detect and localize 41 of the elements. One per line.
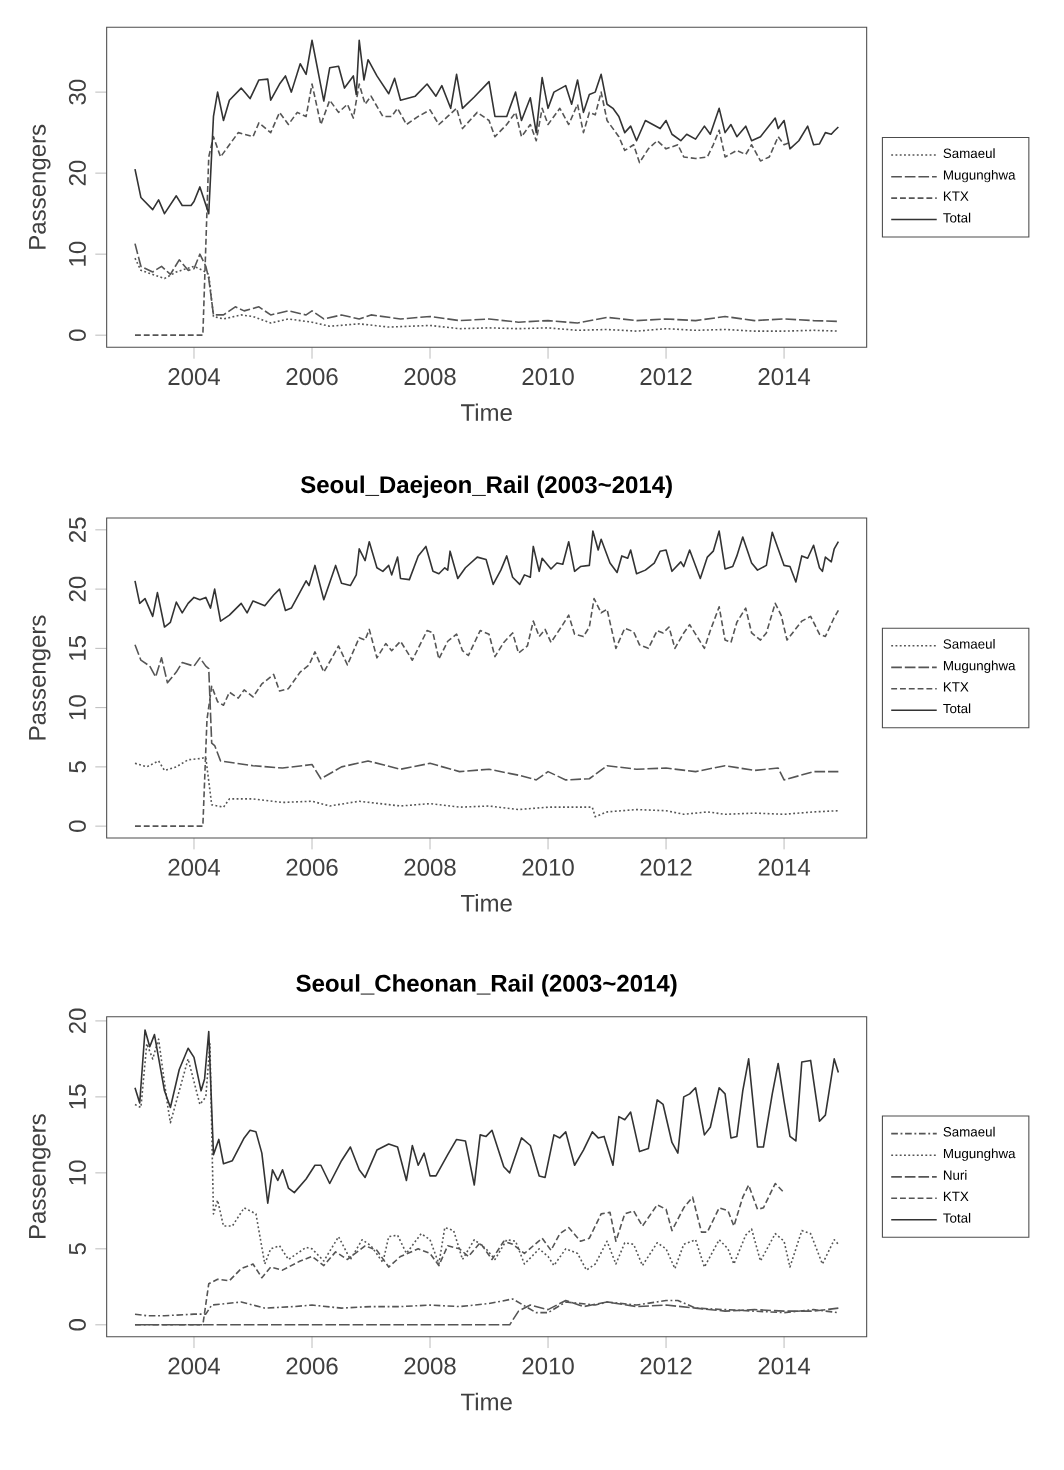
- x-tick-label: 2004: [168, 858, 220, 876]
- x-axis-title: Time: [460, 403, 512, 422]
- y-axis-title: Passengers: [29, 615, 51, 740]
- y-tick-label: 20: [68, 160, 86, 186]
- x-tick-label: 2004: [168, 368, 220, 386]
- x-tick-label: 2006: [286, 1357, 338, 1375]
- x-axis-title: Time: [460, 1392, 512, 1411]
- y-tick-label: 10: [68, 695, 86, 720]
- x-tick-label: 2014: [758, 858, 811, 876]
- y-axis-title: Passengers: [29, 124, 51, 249]
- x-tick-label: 2004: [168, 1357, 220, 1375]
- x-tick-label: 2012: [640, 368, 692, 386]
- y-tick-label: 30: [68, 79, 86, 105]
- x-tick-label: 2008: [404, 368, 456, 386]
- x-tick-label: 2012: [640, 1357, 692, 1375]
- x-tick-label: 2012: [640, 858, 692, 876]
- y-tick-label: 20: [68, 1008, 86, 1034]
- y-tick-label: 20: [68, 576, 86, 602]
- y-tick-label: 0: [68, 329, 86, 341]
- x-tick-label: 2006: [286, 858, 338, 876]
- x-tick-label: 2010: [522, 858, 574, 876]
- x-tick-label: 2014: [758, 1357, 811, 1375]
- x-tick-label: 2006: [286, 368, 338, 386]
- chart-title: Seoul_Daejeon_Rail (2003~2014): [300, 475, 672, 498]
- x-tick-label: 2014: [758, 368, 811, 386]
- y-tick-label: 10: [68, 1160, 86, 1185]
- y-tick-label: 25: [68, 517, 86, 542]
- x-tick-label: 2010: [522, 1357, 574, 1375]
- x-axis-title: Time: [460, 894, 512, 912]
- y-axis-title: Passengers: [29, 1114, 51, 1239]
- y-tick-label: 10: [68, 241, 86, 266]
- y-tick-label: 15: [69, 1084, 86, 1109]
- x-tick-label: 2008: [404, 858, 456, 876]
- chart-title: Seoul_Cheonan_Rail (2003~2014): [296, 974, 677, 997]
- y-tick-label: 0: [68, 820, 86, 832]
- y-tick-label: 5: [69, 1243, 86, 1255]
- y-tick-label: 15: [69, 636, 86, 660]
- x-tick-label: 2008: [404, 1357, 456, 1375]
- x-tick-label: 2010: [522, 368, 574, 386]
- y-tick-label: 5: [69, 761, 86, 773]
- y-tick-label: 0: [68, 1319, 86, 1331]
